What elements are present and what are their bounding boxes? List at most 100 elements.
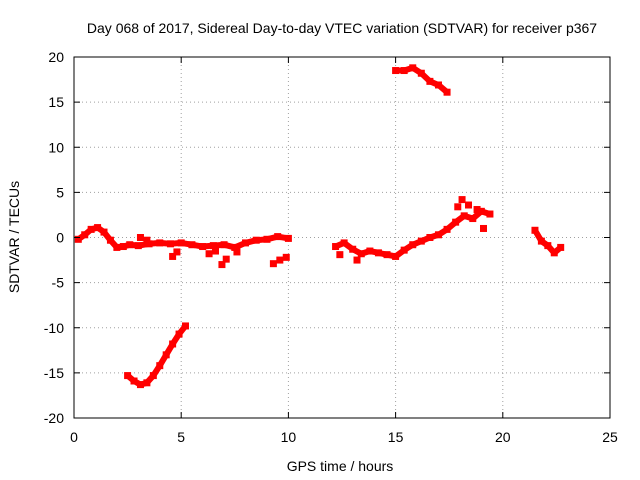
data-point: [486, 210, 494, 218]
data-point: [366, 247, 374, 255]
data-point: [218, 261, 226, 269]
chart-title: Day 068 of 2017, Sidereal Day-to-day VTE…: [87, 20, 597, 36]
data-point: [276, 256, 284, 264]
data-point: [400, 246, 408, 254]
data-point: [464, 201, 472, 209]
data-point: [181, 322, 189, 330]
data-point: [119, 243, 127, 251]
data-point: [136, 234, 144, 241]
data-point: [156, 362, 164, 370]
data-point: [166, 240, 174, 248]
data-point: [392, 252, 400, 260]
data-point: [143, 236, 151, 244]
data-point: [480, 224, 488, 232]
data-point: [113, 243, 121, 251]
data-point: [409, 64, 417, 72]
data-point: [220, 241, 228, 249]
data-point: [242, 239, 250, 247]
data-point: [357, 250, 365, 258]
data-point: [400, 67, 408, 75]
data-point: [222, 255, 230, 263]
data-point: [126, 241, 134, 249]
data-point: [94, 224, 102, 232]
data-point: [175, 330, 183, 338]
y-tick-label: 10: [48, 139, 64, 155]
data-point: [205, 250, 213, 258]
data-point: [149, 372, 157, 380]
y-tick-label: 5: [56, 184, 64, 200]
x-tick-label: 10: [281, 429, 297, 445]
data-point: [199, 243, 207, 251]
y-tick-label: -10: [44, 320, 64, 336]
data-point: [392, 67, 400, 75]
data-point: [136, 381, 144, 389]
data-point: [458, 196, 466, 204]
x-tick-label: 5: [177, 429, 185, 445]
data-point: [274, 233, 282, 241]
data-point: [336, 251, 344, 259]
data-point: [269, 260, 277, 268]
data-point: [282, 253, 290, 261]
data-point: [550, 249, 558, 257]
data-point: [212, 247, 220, 255]
data-point: [426, 77, 434, 85]
data-point: [162, 351, 170, 359]
data-point: [417, 69, 425, 77]
data-point: [557, 243, 565, 251]
x-tick-label: 15: [388, 429, 404, 445]
data-point: [460, 212, 468, 220]
data-point: [134, 242, 142, 250]
data-point: [383, 251, 391, 259]
y-tick-label: -15: [44, 365, 64, 381]
y-tick-label: -5: [52, 275, 65, 291]
data-point: [188, 241, 196, 249]
x-tick-label: 20: [495, 429, 511, 445]
data-point: [130, 377, 138, 385]
data-point: [353, 256, 361, 264]
data-point: [537, 237, 545, 245]
y-tick-label: 0: [56, 230, 64, 246]
data-point: [233, 248, 241, 256]
data-point: [263, 235, 271, 243]
data-point: [252, 236, 260, 244]
data-point: [332, 243, 340, 251]
grid: [74, 57, 610, 418]
data-point: [443, 225, 451, 233]
data-point: [143, 379, 151, 387]
data-point: [231, 243, 239, 251]
data-point: [434, 81, 442, 89]
data-point: [74, 235, 82, 243]
data-point: [454, 203, 462, 211]
data-point: [177, 239, 185, 247]
data-point: [156, 239, 164, 247]
data-point: [100, 228, 108, 236]
data-points: [74, 64, 565, 389]
data-point: [169, 252, 177, 260]
data-point: [87, 225, 95, 233]
data-point: [340, 239, 348, 247]
data-point: [417, 237, 425, 245]
data-point: [452, 218, 460, 226]
ticks: 0 5 10 15 20 25 -20 -15 -10 -5 0 5 10 15 20: [44, 49, 618, 445]
data-point: [477, 207, 485, 215]
x-tick-label: 0: [70, 429, 78, 445]
data-point: [124, 372, 132, 380]
data-point: [473, 206, 481, 214]
data-point: [426, 234, 434, 241]
data-point: [443, 88, 451, 96]
data-point: [544, 242, 552, 250]
data-point: [434, 231, 442, 239]
data-point: [374, 249, 382, 257]
data-point: [349, 245, 357, 253]
data-point: [173, 248, 181, 256]
y-tick-label: -20: [44, 410, 64, 426]
data-point: [209, 242, 217, 250]
data-point: [469, 215, 477, 223]
y-tick-label: 20: [48, 49, 64, 65]
data-point: [106, 236, 114, 244]
data-point: [81, 231, 89, 239]
data-point: [284, 234, 292, 242]
data-point: [409, 241, 417, 249]
data-point: [531, 226, 539, 234]
